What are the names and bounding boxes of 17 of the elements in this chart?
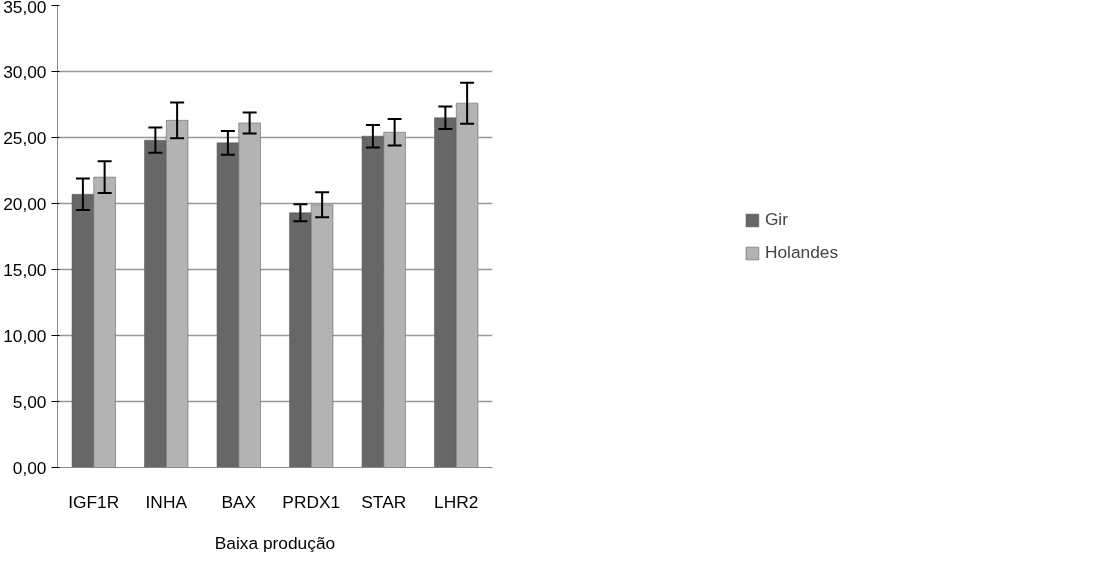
- x-tick-label: INHA: [145, 491, 188, 512]
- x-tick-label: BAX: [221, 491, 257, 512]
- y-tick-label: 10,00: [3, 325, 47, 346]
- x-tick-label: PRDX1: [282, 491, 341, 512]
- y-tick-label: 0,00: [12, 457, 47, 478]
- x-axis-title: Baixa produção: [214, 532, 336, 553]
- y-tick-label: 25,00: [3, 127, 47, 148]
- y-tick-label: 5,00: [12, 391, 47, 412]
- legend-label: Holandes: [764, 242, 839, 263]
- legend-label: Gir: [764, 209, 788, 230]
- y-tick-label: 20,00: [3, 193, 47, 214]
- x-tick-label: LHR2: [434, 491, 479, 512]
- y-tick-label: 30,00: [3, 61, 47, 82]
- y-tick-label: 15,00: [3, 259, 47, 280]
- x-tick-label: STAR: [361, 491, 407, 512]
- y-tick-label: 35,00: [3, 0, 47, 17]
- x-tick-label: IGF1R: [68, 491, 120, 512]
